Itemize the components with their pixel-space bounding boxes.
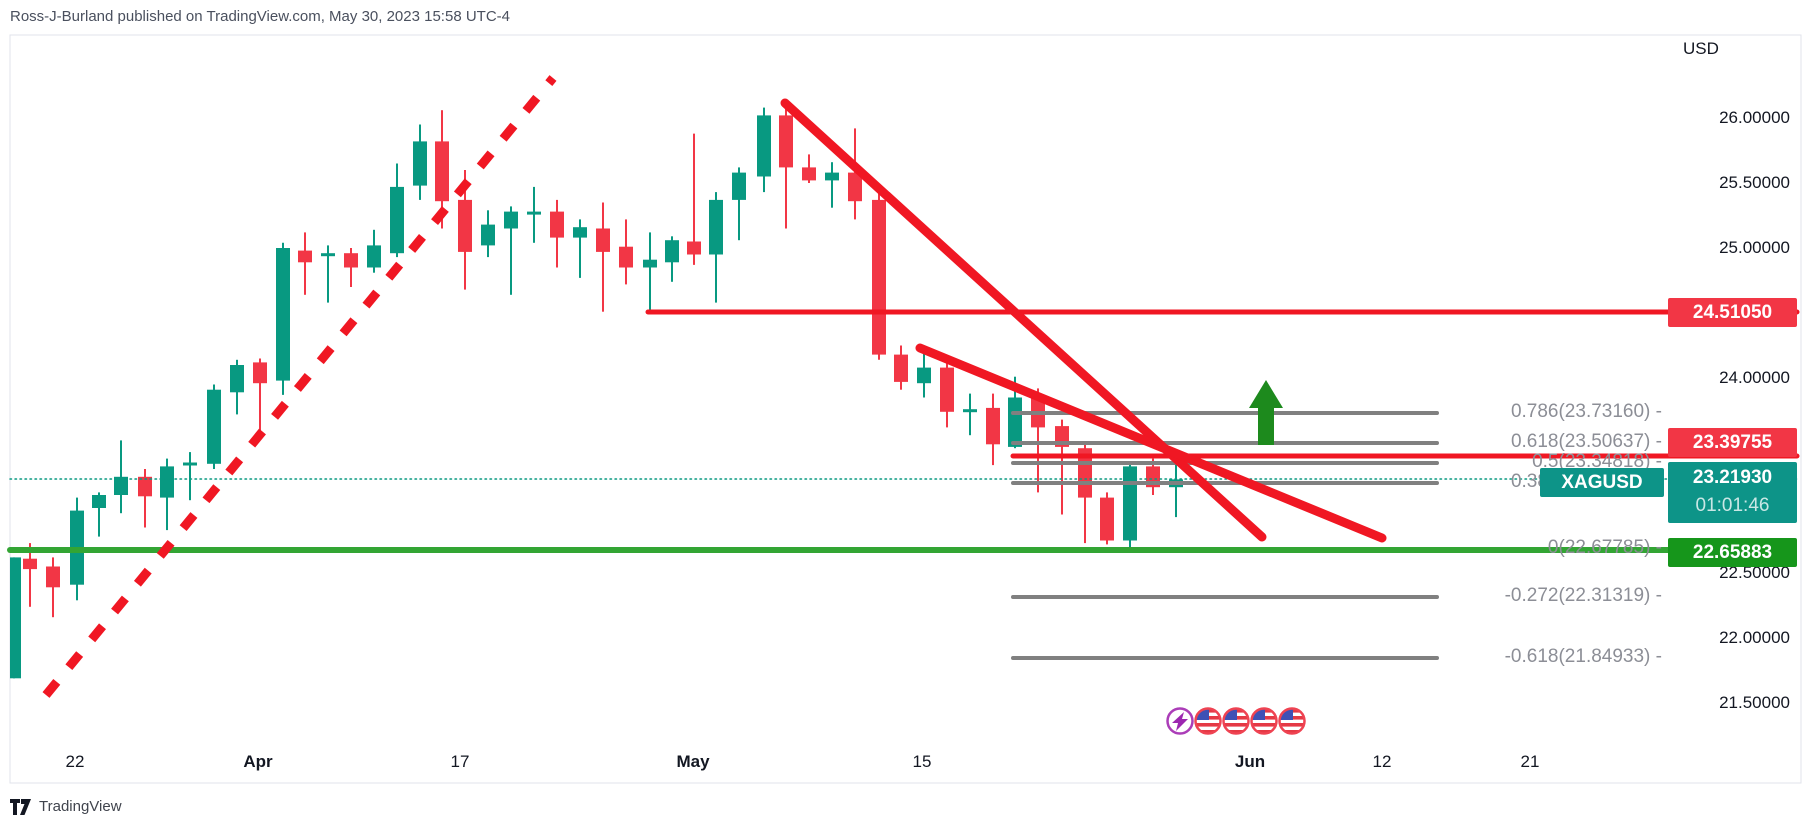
candle-body [298,250,312,263]
fib-level-label: -0.618(21.84933) - [1504,646,1662,667]
time-tick: Apr [243,752,273,771]
us-flag-icon[interactable] [1194,707,1222,735]
candle-body [46,566,60,588]
price-tick: 25.50000 [1719,173,1790,192]
candle-body [413,141,427,186]
time-tick: Jun [1234,752,1266,771]
candle-body [344,253,358,268]
price-tick: 26.00000 [1719,108,1790,127]
candle-body [709,199,723,255]
time-tick: 15 [912,752,932,771]
downtrend-1[interactable] [780,98,1267,542]
price-tick: 22.00000 [1719,628,1790,647]
chart-border [9,34,1802,784]
price-label-level: 23.39755 [1668,428,1797,457]
candle-body [643,259,657,268]
candle-body [596,228,610,252]
candle-body [1100,497,1114,541]
candle-body [114,476,128,495]
candles-layer [10,107,1183,679]
candle-body [1078,448,1092,498]
candle-body [207,389,221,464]
candle-body [687,241,701,255]
time-tick: 17 [450,752,470,771]
candle-body [367,245,381,268]
publish-attribution: Ross-J-Burland published on TradingView.… [10,8,510,25]
candle-body [458,199,472,252]
price-label-resistance: 24.51050 [1668,298,1797,327]
candle-body [1123,466,1137,541]
tradingview-footer[interactable]: TradingView [10,798,122,815]
price-tick: 24.00000 [1719,368,1790,387]
fib-level-label: 0.786(23.73160) - [1510,401,1662,422]
candle-body [92,495,106,508]
candle-body [917,367,931,384]
price-label-support: 22.65883 [1668,538,1797,567]
fib-level-label: 0.618(23.50637) - [1510,431,1662,452]
candle-body [230,365,244,393]
candle-body [160,466,174,498]
candle-body [276,248,290,381]
last-price-label: 23.21930 01:01:46 [1668,462,1797,523]
candle-body [321,253,335,257]
time-tick: 12 [1372,752,1392,771]
candle-body [527,211,541,215]
dashed-uptrend[interactable] [42,75,557,698]
time-tick: 21 [1520,752,1540,771]
candle-body [1008,397,1022,447]
fib-level-label: 0(22.67785) - [1547,537,1662,558]
candle-body [963,409,977,413]
candle-body [10,557,21,679]
last-price-value: 23.21930 [1692,467,1773,488]
candle-body [940,367,954,412]
lightning-icon[interactable] [1166,707,1194,735]
fib-level-label: 0.5(23.34818) - [1532,451,1662,472]
candle-body [23,558,37,570]
candle-body [390,186,404,254]
fib-level-label: -0.272(22.31319) - [1504,585,1662,606]
candle-body [848,172,862,202]
candle-body [253,362,267,384]
candle-body [757,115,771,177]
downtrend-2[interactable] [915,343,1387,543]
candle-body [183,462,197,466]
candle-body [732,172,746,200]
candle-body [894,354,908,382]
candle-body [986,407,1000,445]
candle-body [481,224,495,246]
candle-body [825,172,839,181]
candle-body [435,141,449,202]
candle-countdown: 01:01:46 [1695,495,1770,516]
up-arrow[interactable] [1249,380,1283,445]
candle-body [138,476,152,497]
us-flag-icon[interactable] [1278,707,1306,735]
price-tick: 22.50000 [1719,563,1790,582]
price-tick: 21.50000 [1719,693,1790,712]
candle-body [619,246,633,268]
candle-body [550,211,564,238]
candle-body [802,167,816,181]
tradingview-logo-icon [10,798,31,815]
tradingview-brand-text: TradingView [39,798,122,815]
time-tick: May [676,752,710,771]
us-flag-icon[interactable] [1222,707,1250,735]
time-tick: 22 [65,752,85,771]
currency-axis-label: USD [1683,39,1719,58]
price-tick: 25.00000 [1719,238,1790,257]
candle-body [665,240,679,263]
candle-body [779,115,793,168]
candle-body [872,199,886,355]
candle-body [504,211,518,229]
symbol-label: XAGUSD [1540,468,1664,497]
candle-body [573,227,587,238]
us-flag-icon[interactable] [1250,707,1278,735]
